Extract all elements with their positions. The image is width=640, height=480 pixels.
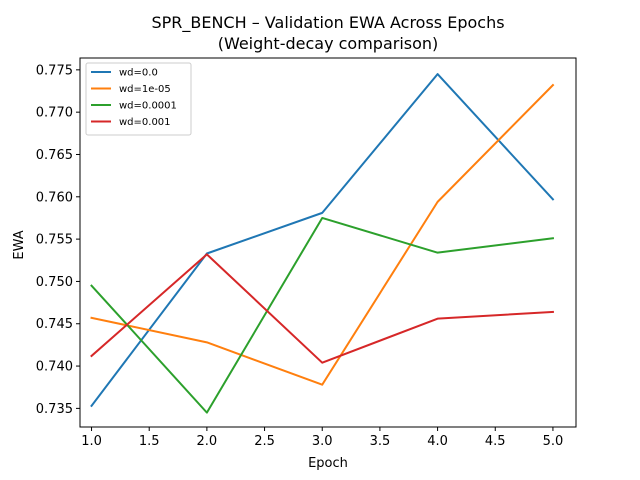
chart-title: SPR_BENCH – Validation EWA Across Epochs (151, 13, 504, 33)
x-tick-label: 5.0 (543, 434, 564, 449)
series-line-2 (90, 83, 555, 386)
y-tick-label: 0.735 (36, 402, 73, 417)
legend: wd=0.0 wd=1e-05 wd=0.0001 wd=0.001 (85, 62, 192, 136)
x-tick-label: 4.0 (427, 434, 448, 449)
x-tick-label: 2.0 (197, 434, 218, 449)
x-axis-title: Epoch (308, 456, 348, 471)
x-tick-label: 4.5 (485, 434, 506, 449)
series-line-1 (90, 73, 555, 408)
x-tick-label: 1.0 (81, 434, 102, 449)
y-tick-label: 0.750 (36, 275, 73, 290)
y-tick-label: 0.745 (36, 317, 73, 332)
series-line-3 (90, 216, 555, 414)
x-tick-label: 2.5 (254, 434, 275, 449)
y-tick-label: 0.775 (36, 63, 73, 78)
y-tick-label: 0.755 (36, 233, 73, 248)
x-tick-label: 3.0 (312, 434, 333, 449)
y-tick-label: 0.740 (36, 360, 73, 375)
series-line-4 (90, 253, 554, 364)
legend-label: wd=0.0001 (119, 101, 177, 112)
y-axis-title: EWA (12, 230, 27, 259)
legend-label: wd=1e-05 (119, 84, 171, 95)
plot-area: 1.0 1.5 2.0 2.5 3.0 3.5 4.0 4.5 5.0 0.735 0.740 0.7… (36, 57, 577, 449)
y-tick-label: 0.770 (36, 106, 73, 121)
legend-label: wd=0.0 (119, 68, 158, 79)
plot-frame (79, 57, 577, 428)
legend-box (85, 62, 192, 136)
x-tick-label: 3.5 (370, 434, 391, 449)
y-tick-label: 0.765 (36, 148, 73, 163)
x-tick-label: 1.5 (139, 434, 160, 449)
y-tick-label: 0.760 (36, 190, 73, 205)
legend-label: wd=0.001 (119, 117, 171, 128)
chart-subtitle: (Weight-decay comparison) (218, 34, 439, 53)
